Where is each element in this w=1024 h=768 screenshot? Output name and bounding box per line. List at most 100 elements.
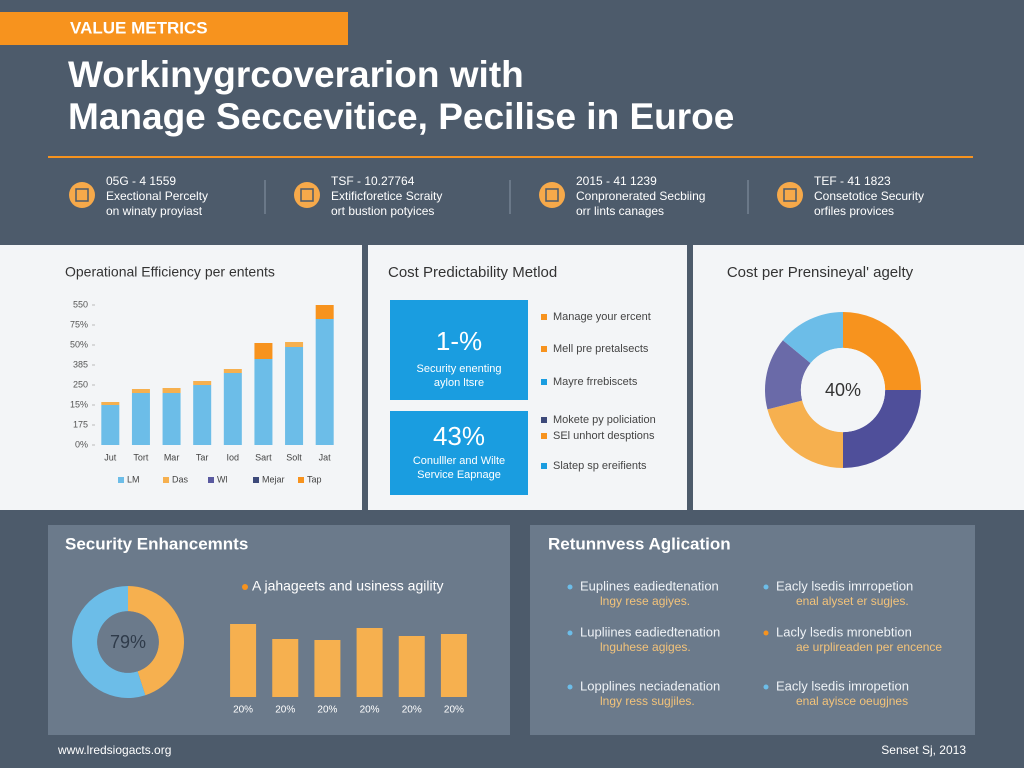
donut-segment <box>128 586 184 696</box>
x-tick-label: Tar <box>196 452 209 462</box>
list-item: Eacly lsedis imrropetion <box>776 578 913 593</box>
x-tick-label: 20% <box>444 705 464 716</box>
list-item: Mokete py policiation <box>553 414 656 426</box>
footer-date: Senset Sj, 2013 <box>881 743 966 757</box>
bullet <box>567 584 573 590</box>
bar <box>230 624 257 697</box>
bar <box>314 640 341 697</box>
metric-value: 43% <box>433 421 485 451</box>
stat-text: Exectional Percelty <box>106 189 208 203</box>
x-tick-label: Iod <box>227 452 240 462</box>
bar-segment <box>315 319 334 445</box>
stat-icon-glyph <box>300 188 314 202</box>
stat-text: TSF - 10.27764 <box>331 174 415 188</box>
legend-swatch <box>253 477 259 483</box>
x-tick-label: Jut <box>104 452 117 462</box>
x-tick-label: Jat <box>319 452 332 462</box>
y-tick-label: 0% <box>75 439 88 449</box>
panel-title: Operational Efficiency per entents <box>65 264 275 280</box>
bullet <box>541 433 547 439</box>
bar-segment <box>101 405 120 445</box>
donut-center-label: 79% <box>110 632 146 652</box>
bar-segment <box>254 359 273 445</box>
stat-text: Consetotice Security <box>814 189 924 203</box>
legend-label: Wl <box>217 474 228 484</box>
metric-box <box>390 300 528 400</box>
stat-icon-glyph <box>783 188 797 202</box>
bar-segment <box>254 343 273 359</box>
stat-text: orr lints canages <box>576 204 664 218</box>
bullet <box>541 346 547 352</box>
metric-box <box>390 411 528 495</box>
list-item: Lacly lsedis mronebtion <box>776 624 912 639</box>
tag: VALUE METRICS <box>70 18 208 37</box>
stat-icon <box>69 182 95 208</box>
list-item: Lopplines neciadenation <box>580 678 720 693</box>
title-line: Workinygrcoverarion with <box>68 54 524 95</box>
metric-caption: aylon ltsre <box>434 377 484 389</box>
list-item-sub: enal alyset er sugjes. <box>796 594 909 608</box>
metric-caption: Conulller and Wilte <box>413 455 505 467</box>
legend-label: Tap <box>307 474 322 484</box>
panel <box>530 525 975 735</box>
y-tick-label: 15% <box>70 399 88 409</box>
x-tick-label: 20% <box>233 705 253 716</box>
bar-segment <box>162 388 181 393</box>
x-tick-label: Tort <box>133 452 149 462</box>
donut-hole <box>97 611 159 673</box>
legend-swatch <box>208 477 214 483</box>
bullet <box>541 417 547 423</box>
bar-segment <box>223 369 242 373</box>
y-tick-label: 550 <box>73 299 88 309</box>
list-item-sub: lngy rese agiyes. <box>600 594 690 608</box>
y-tick-label: 175 <box>73 419 88 429</box>
x-tick-label: 20% <box>317 705 337 716</box>
panel-title: Cost per Prensineyal' agelty <box>727 264 914 281</box>
bullet <box>242 584 248 590</box>
list-item-sub: ae urplireaden per encence <box>796 640 942 654</box>
donut-segment <box>765 340 811 410</box>
panel <box>0 245 362 510</box>
x-tick-label: 20% <box>275 705 295 716</box>
bar-segment <box>101 402 120 405</box>
list-item: Mell pre pretalsects <box>553 343 649 355</box>
list-item-sub: lngy ress sugjiles. <box>600 694 695 708</box>
y-tick-label: 385 <box>73 359 88 369</box>
metric-caption: Service Eapnage <box>417 469 501 481</box>
y-tick-label: 250 <box>73 379 88 389</box>
bullet <box>763 630 769 636</box>
legend-label: LM <box>127 474 140 484</box>
list-item: Mayre frrebiscets <box>553 376 638 388</box>
bar-segment <box>285 347 304 445</box>
donut-hole <box>800 347 886 433</box>
bar <box>398 636 425 697</box>
donut-segment <box>782 312 843 364</box>
bar-segment <box>162 393 181 445</box>
bar-segment <box>131 389 150 393</box>
x-tick-label: Solt <box>286 452 302 462</box>
bar <box>356 628 383 697</box>
x-tick-label: Mar <box>164 452 180 462</box>
stat-icon-glyph <box>75 188 89 202</box>
stat-icon <box>294 182 320 208</box>
x-tick-label: 20% <box>360 705 380 716</box>
bar-segment <box>193 381 212 385</box>
bullet <box>541 314 547 320</box>
y-tick-label: 50% <box>70 339 88 349</box>
list-item: Euplines eadiedtenation <box>580 578 719 593</box>
bar-segment <box>285 342 304 347</box>
bullet <box>567 684 573 690</box>
legend-swatch <box>163 477 169 483</box>
bullet <box>763 684 769 690</box>
donut-segment <box>843 312 921 390</box>
stat-text: on winaty proyiast <box>106 204 203 218</box>
bar-segment <box>131 393 150 445</box>
title-line: Manage Seccevitice, Pecilise in Euroe <box>68 96 734 137</box>
bullet <box>567 630 573 636</box>
bar <box>272 639 299 697</box>
list-item: Slatep sp ereifients <box>553 460 647 472</box>
list-item: Manage your ercent <box>553 311 651 323</box>
panel-title: Cost Predictability Metlod <box>388 264 557 281</box>
x-tick-label: 20% <box>402 705 422 716</box>
